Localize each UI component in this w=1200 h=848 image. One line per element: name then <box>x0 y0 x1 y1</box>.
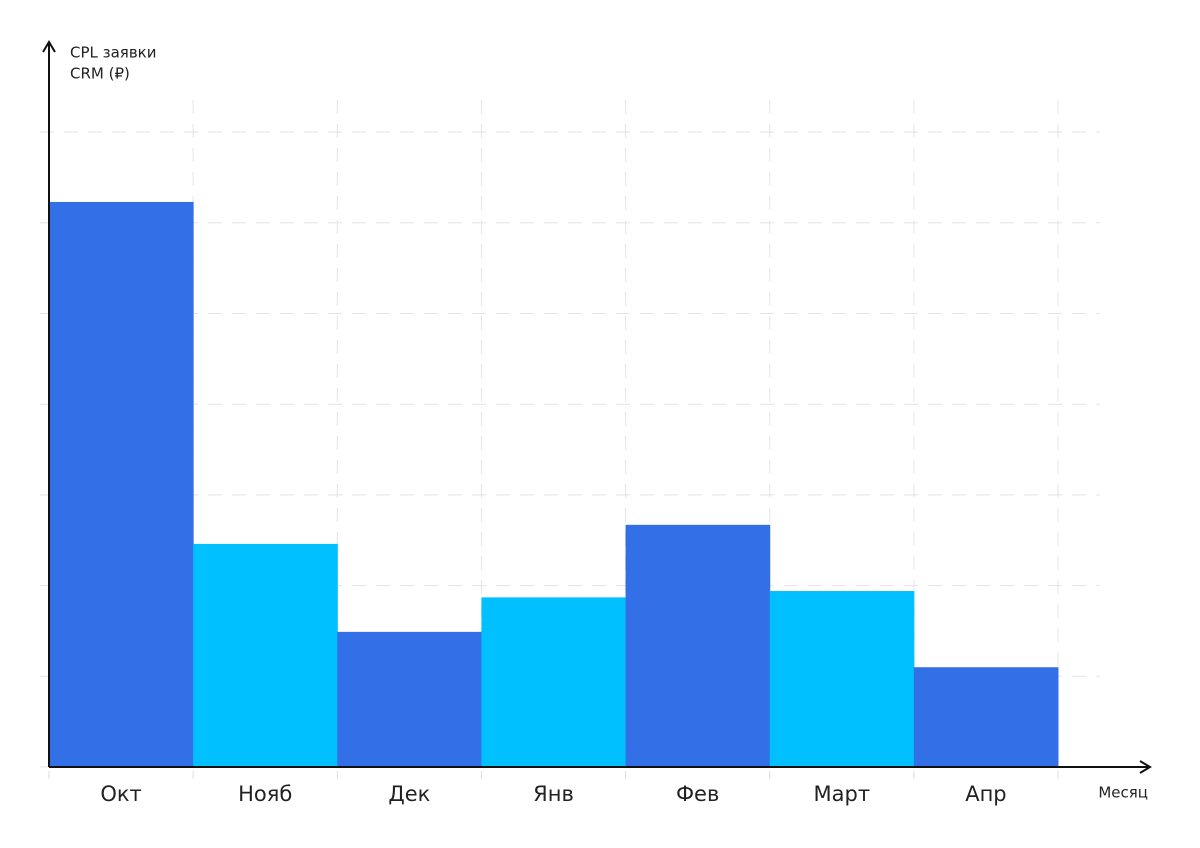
bar <box>337 631 482 767</box>
bar <box>481 597 627 767</box>
x-tick-label: Фев <box>676 782 719 806</box>
y-axis-label-line2: CRM (₽) <box>70 65 130 83</box>
y-axis-arrow <box>42 40 56 53</box>
bar <box>625 524 771 767</box>
x-tick-label: Дек <box>388 782 430 806</box>
y-axis-label-line1: CPL заявки <box>70 44 156 62</box>
x-tick-label: Март <box>814 782 871 806</box>
x-axis-label: Месяц <box>1098 784 1148 802</box>
bar <box>769 591 915 767</box>
bar <box>193 543 338 767</box>
bar <box>49 201 194 768</box>
x-tick-label: Апр <box>965 782 1006 806</box>
x-tick-label: Нояб <box>238 782 292 806</box>
x-tick-label: Янв <box>533 782 574 806</box>
x-axis-arrow <box>1139 760 1152 774</box>
bar <box>913 667 1059 767</box>
x-tick-label: Окт <box>100 782 141 806</box>
